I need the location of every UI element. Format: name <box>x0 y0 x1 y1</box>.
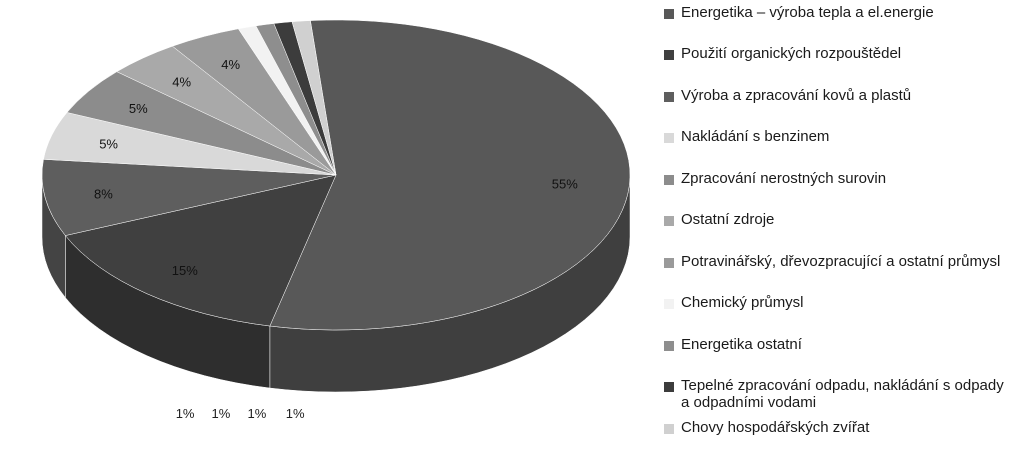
data-label-0: 55% <box>552 176 578 191</box>
legend-label: Tepelné zpracování odpadu, nakládání s o… <box>681 377 1004 411</box>
legend-item: Chovy hospodářských zvířat <box>664 419 1016 436</box>
data-label-8: 1% <box>212 406 231 421</box>
legend-swatch <box>664 382 674 392</box>
legend-swatch <box>664 92 674 102</box>
legend-label: Energetika ostatní <box>681 336 802 353</box>
legend-swatch <box>664 216 674 226</box>
data-label-1: 15% <box>172 263 198 278</box>
legend-label: Použití organických rozpouštědel <box>681 45 902 62</box>
legend-item: Energetika ostatní <box>664 336 1016 353</box>
data-labels: 55% 15% 8% 5% 5% 4% 4% 1% 1% 1% 1% <box>94 57 578 421</box>
legend-swatch <box>664 258 674 268</box>
legend-swatch <box>664 175 674 185</box>
pie-slice-2 <box>41 159 337 236</box>
pie-chart: 55% 15% 8% 5% 5% 4% 4% 1% 1% 1% 1% <box>41 19 631 421</box>
legend-label: Výroba a zpracování kovů a plastů <box>681 87 912 104</box>
data-label-5: 4% <box>172 74 191 89</box>
legend-label: Energetika – výroba tepla a el.energie <box>681 4 934 21</box>
legend: Energetika – výroba tepla a el.energie P… <box>664 0 1016 462</box>
data-label-2: 8% <box>94 187 113 202</box>
data-label-4: 5% <box>129 101 148 116</box>
legend-item: Energetika – výroba tepla a el.energie <box>664 4 1016 21</box>
pie-sides <box>41 174 631 393</box>
legend-label: Nakládání s benzinem <box>681 128 830 145</box>
legend-label: Chemický průmysl <box>681 294 804 311</box>
legend-item: Ostatní zdroje <box>664 211 1016 228</box>
legend-label: Zpracování nerostných surovin <box>681 170 887 187</box>
data-label-3: 5% <box>99 136 118 151</box>
legend-swatch <box>664 9 674 19</box>
legend-item: Použití organických rozpouštědel <box>664 45 1016 62</box>
legend-item: Zpracování nerostných surovin <box>664 170 1016 187</box>
pie-slice-1 <box>64 174 337 327</box>
legend-item: Výroba a zpracování kovů a plastů <box>664 87 1016 104</box>
data-label-10: 1% <box>286 406 305 421</box>
pie-slice-0 <box>269 19 631 331</box>
data-label-9: 1% <box>248 406 267 421</box>
pie-slices <box>41 19 631 331</box>
legend-item: Chemický průmysl <box>664 294 1016 311</box>
data-label-7: 1% <box>176 406 195 421</box>
legend-label: Ostatní zdroje <box>681 211 775 228</box>
legend-label: Potravinářský, dřevozpracující a ostatní… <box>681 253 1001 270</box>
data-label-6: 4% <box>221 57 240 72</box>
legend-swatch <box>664 299 674 309</box>
legend-item: Tepelné zpracování odpadu, nakládání s o… <box>664 377 1016 411</box>
legend-item: Nakládání s benzinem <box>664 128 1016 145</box>
legend-item: Potravinářský, dřevozpracující a ostatní… <box>664 253 1016 270</box>
legend-swatch <box>664 424 674 434</box>
pie-slice-10 <box>291 20 337 176</box>
legend-swatch <box>664 50 674 60</box>
legend-swatch <box>664 341 674 351</box>
legend-label: Chovy hospodářských zvířat <box>681 419 870 436</box>
legend-swatch <box>664 133 674 143</box>
